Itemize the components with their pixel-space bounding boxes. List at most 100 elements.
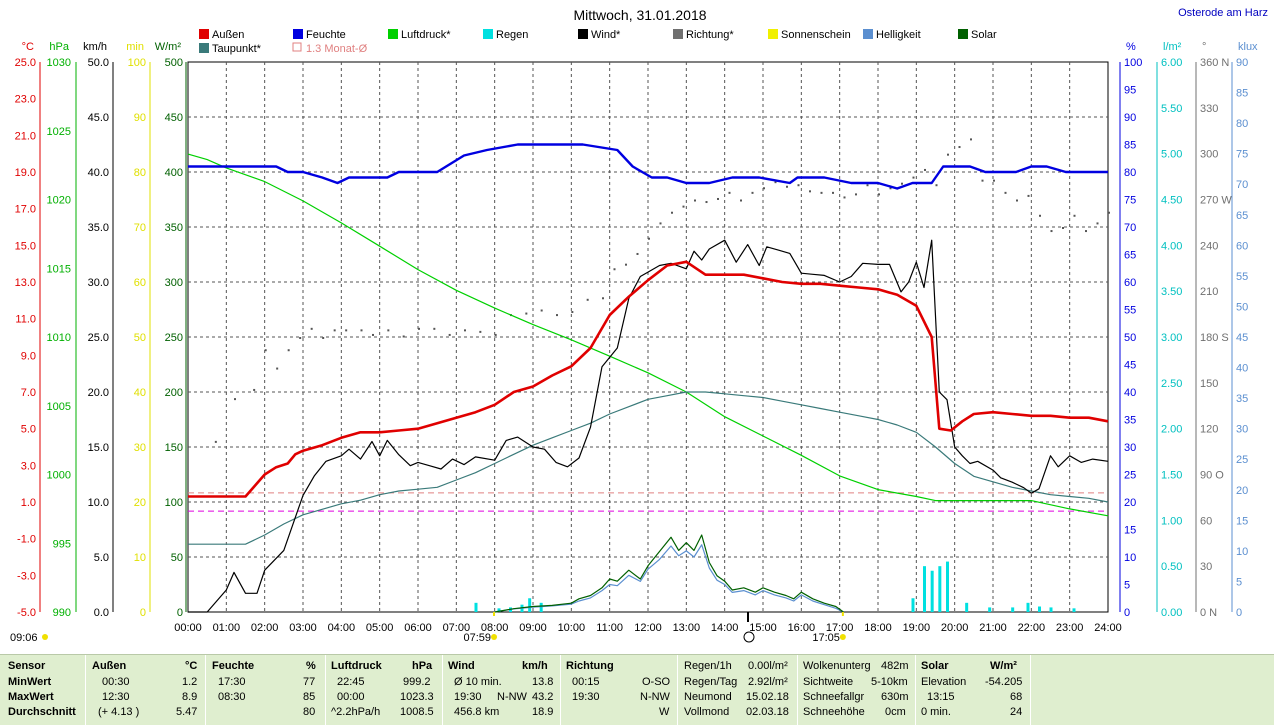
axis-tick-left: 9.0 <box>21 350 36 362</box>
legend-label: Regen <box>496 29 528 41</box>
axis-tick-left: 1020 <box>47 195 71 207</box>
axis-tick-right: 25 <box>1236 454 1248 466</box>
schneehoehe-value: 0cm <box>885 706 906 718</box>
axis-tick-right: 65 <box>1236 210 1248 222</box>
axis-tick-right: 40 <box>1236 363 1248 375</box>
axis-tick-right: 360 N <box>1200 57 1229 69</box>
feuchte-line <box>188 143 1108 190</box>
axis-tick-left: 1.0 <box>21 497 36 509</box>
axis-tick-left: 45.0 <box>88 112 109 124</box>
direction-dot <box>728 191 731 194</box>
regen-1h-label: Regen/1h <box>684 660 732 672</box>
direction-dot <box>924 168 926 171</box>
axis-tick-left: 20.0 <box>88 387 109 399</box>
legend-label: Wind* <box>591 29 621 41</box>
direction-dot <box>843 196 846 199</box>
axis-tick-left: 500 <box>165 57 183 69</box>
luftdruck-line <box>187 153 1109 517</box>
sichtweite-value: 5-10km <box>871 676 908 688</box>
sunrise-sun-icon <box>491 634 498 640</box>
direction-dot <box>1004 191 1007 194</box>
direction-dot <box>1108 211 1110 214</box>
axis-tick-right: 85 <box>1124 140 1136 152</box>
axis-tick-right: 90 <box>1236 57 1248 69</box>
direction-dot <box>648 237 650 240</box>
direction-dot <box>717 197 719 200</box>
feuchte-min: 77 <box>303 676 316 688</box>
luftdruck-unit: hPa <box>412 660 433 672</box>
direction-dot <box>981 179 984 182</box>
direction-dot <box>333 329 336 332</box>
luftdruck-avg-note: ^2.2hPa/h <box>331 706 381 718</box>
time-tick-label: 07:00 <box>443 622 471 634</box>
direction-dot <box>264 349 267 352</box>
wind-header: Wind <box>448 660 475 672</box>
axis-tick-left: 19.0 <box>15 167 36 179</box>
axis-tick-right: 30 <box>1200 561 1212 573</box>
direction-dot <box>786 185 788 188</box>
rain-bar <box>988 607 992 612</box>
direction-dot <box>360 329 363 332</box>
axis-tick-right: 50 <box>1236 301 1248 313</box>
solar-min-label: Elevation <box>921 676 967 688</box>
direction-dot <box>299 337 302 339</box>
rain-bar <box>539 602 543 612</box>
legend-label: Taupunkt* <box>212 43 262 55</box>
helligkeit-line <box>494 544 844 613</box>
rain-bar <box>1038 606 1041 612</box>
axis-tick-left: 0 <box>177 607 183 619</box>
legend-swatch <box>768 29 778 39</box>
axis-tick-right: 210 <box>1200 286 1218 298</box>
axis-tick-right: 45 <box>1236 332 1248 344</box>
taupunkt-line <box>188 391 1109 545</box>
direction-dot <box>494 333 497 336</box>
vollmond-label: Vollmond <box>684 706 730 718</box>
axis-tick-left: 30.0 <box>88 277 109 289</box>
axis-tick-left: 1025 <box>47 126 71 138</box>
wolkenunterg-label: Wolkenunterg <box>803 660 871 672</box>
axis-tick-left: 10.0 <box>88 497 109 509</box>
time-tick-label: 15:00 <box>749 622 777 634</box>
axis-tick-right: 3.00 <box>1161 332 1182 344</box>
direction-dot <box>1016 199 1018 202</box>
richtung-max-time: 19:30 <box>572 691 600 703</box>
axis-tick-left: 1010 <box>47 332 71 344</box>
richtung-min: O-SO <box>642 676 671 688</box>
time-tick-label: 03:00 <box>289 622 317 634</box>
axis-tick-left: 1030 <box>47 57 71 69</box>
direction-dot <box>832 191 834 194</box>
axis-tick-left: 100 <box>165 497 183 509</box>
axis-tick-left: 450 <box>165 112 183 124</box>
vollmond-value: 02.03.18 <box>746 706 789 718</box>
time-tick-label: 09:00 <box>519 622 547 634</box>
axis-tick-left: 20 <box>134 497 146 509</box>
axis-tick-right: 20 <box>1124 497 1136 509</box>
solar-line <box>494 534 844 613</box>
time-tick-label: 16:00 <box>788 622 816 634</box>
axis-tick-right: 10 <box>1124 552 1136 564</box>
axis-tick-right: 1.00 <box>1161 515 1182 527</box>
legend-swatch <box>578 29 588 39</box>
feuchte-min-time: 17:30 <box>218 676 246 688</box>
axis-tick-left: 1000 <box>47 470 71 482</box>
axis-tick-right: 5.50 <box>1161 103 1182 115</box>
axis-tick-right: 4.00 <box>1161 240 1182 252</box>
axis-tick-right: 75 <box>1124 195 1136 207</box>
richtung-min-time: 00:15 <box>572 676 600 688</box>
time-tick-label: 10:00 <box>558 622 586 634</box>
luftdruck-max: 1023.3 <box>400 691 434 703</box>
direction-dot <box>751 191 754 194</box>
time-tick-label: 12:00 <box>634 622 662 634</box>
axis-tick-right: 50 <box>1124 332 1136 344</box>
sunrise-label: 07:59 <box>463 632 491 644</box>
axis-tick-right: 20 <box>1236 485 1248 497</box>
axis-unit-left: °C <box>22 41 34 53</box>
axis-tick-right: 5.00 <box>1161 149 1182 161</box>
axis-tick-right: 15 <box>1124 525 1136 537</box>
time-tick-label: 18:00 <box>864 622 892 634</box>
axis-tick-left: 70 <box>134 222 146 234</box>
axis-tick-right: 330 <box>1200 103 1218 115</box>
rain-bar <box>528 598 532 612</box>
direction-dot <box>970 138 972 141</box>
feuchte-max: 85 <box>303 691 316 703</box>
